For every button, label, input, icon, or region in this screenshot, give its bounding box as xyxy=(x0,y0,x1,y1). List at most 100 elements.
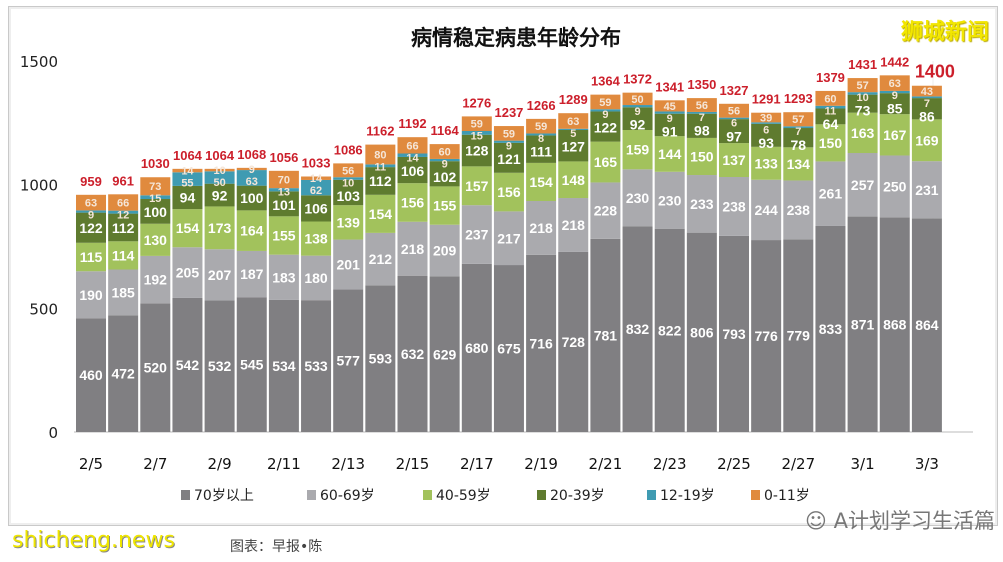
bar-segment xyxy=(783,126,814,129)
bar-segment xyxy=(590,111,621,142)
segment-label: 91 xyxy=(662,123,678,139)
bar-segment xyxy=(461,263,492,432)
bar-segment xyxy=(719,117,749,120)
segment-label: 106 xyxy=(401,163,425,179)
segment-label: 122 xyxy=(594,119,618,135)
segment-label: 63 xyxy=(85,198,97,210)
legend-label: 60-69岁 xyxy=(320,488,375,504)
segment-label: 57 xyxy=(792,114,804,126)
total-label: 1289 xyxy=(559,92,588,107)
bar-segment xyxy=(590,182,621,239)
bar-segment xyxy=(493,211,524,266)
segment-label: 62 xyxy=(310,185,322,197)
legend-swatch xyxy=(423,490,432,500)
segment-label: 134 xyxy=(787,156,811,172)
bar-segment xyxy=(236,170,267,186)
segment-label: 93 xyxy=(758,135,774,151)
bar-segment xyxy=(301,176,332,180)
x-tick-label: 2/17 xyxy=(460,455,494,473)
bar-segment xyxy=(526,162,557,201)
total-label: 1162 xyxy=(366,124,394,139)
segment-label: 78 xyxy=(791,137,807,153)
bar-segment xyxy=(268,191,299,217)
bar-segment xyxy=(108,315,139,432)
bar-segment xyxy=(847,112,878,154)
bar-segment xyxy=(719,103,749,118)
segment-label: 472 xyxy=(111,366,135,382)
bar-segment xyxy=(911,218,942,432)
legend-label: 40-59岁 xyxy=(436,488,491,504)
bar-segment xyxy=(236,185,267,211)
segment-label: 106 xyxy=(304,200,328,216)
bar-segment xyxy=(204,168,235,172)
segment-label: 122 xyxy=(79,220,103,236)
bar-segment xyxy=(236,167,267,171)
bar-segment xyxy=(654,113,685,137)
bar-segment xyxy=(590,94,621,110)
bar-segment xyxy=(333,177,364,180)
segment-label: 56 xyxy=(728,106,740,118)
segment-label: 139 xyxy=(337,214,361,230)
segment-label: 154 xyxy=(529,174,553,190)
bar-segment xyxy=(815,225,846,432)
segment-label: 15 xyxy=(149,193,161,205)
bar-segment xyxy=(140,303,171,432)
legend-swatch xyxy=(751,490,760,500)
bar-segment xyxy=(654,171,685,229)
y-tick-label: 1500 xyxy=(20,53,58,71)
bar-segment xyxy=(879,114,910,156)
segment-label: 832 xyxy=(626,321,650,337)
bar-segment xyxy=(236,210,267,251)
segment-label: 9 xyxy=(249,164,255,176)
bar-segment xyxy=(108,269,139,316)
segment-label: 7 xyxy=(924,98,930,110)
segment-label: 100 xyxy=(240,190,264,206)
segment-label: 9 xyxy=(442,158,448,170)
segment-label: 6 xyxy=(763,124,769,136)
bar-segment xyxy=(397,156,428,184)
bar-segment xyxy=(365,194,396,233)
y-tick-label: 500 xyxy=(29,300,58,318)
legend-swatch xyxy=(647,490,656,500)
bar-segment xyxy=(268,254,299,300)
bar-segment xyxy=(879,90,910,94)
bar-segment xyxy=(140,255,171,304)
bar-segment xyxy=(76,271,106,319)
bar-segment xyxy=(493,142,524,173)
x-tick-label: 2/27 xyxy=(781,455,815,473)
bar-segment xyxy=(397,183,428,222)
bar-segment xyxy=(268,216,299,255)
segment-label: 230 xyxy=(626,190,650,206)
bar-segment xyxy=(108,194,139,211)
segment-label: 155 xyxy=(433,198,457,214)
segment-label: 7 xyxy=(795,126,801,138)
segment-label: 244 xyxy=(754,202,778,218)
bar-segment xyxy=(719,143,749,177)
total-label: 1431 xyxy=(848,57,877,72)
legend-label: 12-19岁 xyxy=(660,488,715,504)
bar-segment xyxy=(429,186,460,225)
segment-label: 150 xyxy=(690,149,714,165)
bar-segment xyxy=(397,137,428,154)
segment-label: 533 xyxy=(304,358,328,374)
segment-label: 205 xyxy=(176,265,200,281)
total-label: 1276 xyxy=(462,95,491,110)
bar-segment xyxy=(847,216,878,432)
bar-segment xyxy=(204,206,235,250)
bar-segment xyxy=(911,98,942,120)
segment-label: 217 xyxy=(497,230,521,246)
bar-segment xyxy=(719,176,749,236)
total-label: 1086 xyxy=(334,142,363,157)
segment-label: 150 xyxy=(819,135,843,151)
bar-segment xyxy=(204,300,235,432)
bar-segment xyxy=(172,297,203,432)
segment-label: 9 xyxy=(88,210,94,222)
segment-label: 73 xyxy=(855,103,871,119)
segment-label: 9 xyxy=(602,109,608,121)
segment-label: 250 xyxy=(883,178,907,194)
segment-label: 138 xyxy=(304,231,328,247)
watermark-bottom-right: ☺ A计划学习生活篇 xyxy=(805,505,995,535)
segment-label: 111 xyxy=(530,144,552,160)
segment-label: 237 xyxy=(465,227,489,243)
x-tick-label: 2/23 xyxy=(653,455,687,473)
